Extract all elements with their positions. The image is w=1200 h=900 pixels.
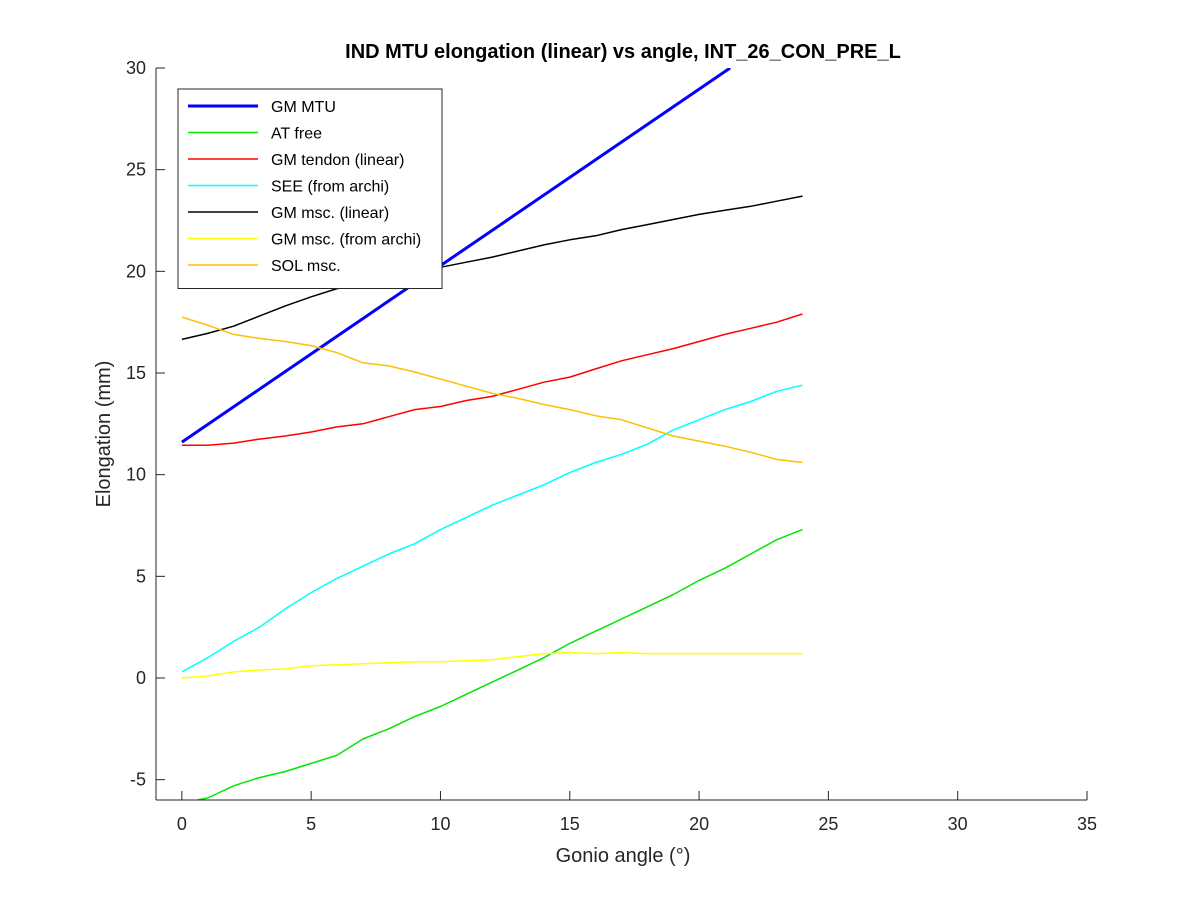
legend-entry-label: GM MTU <box>271 99 336 116</box>
series-line-1 <box>181 68 731 444</box>
y-tick-label: 25 <box>126 160 146 180</box>
x-axis-label: Gonio angle (°) <box>556 845 691 867</box>
series-line-5 <box>181 195 803 341</box>
series-line-2 <box>197 528 803 800</box>
y-tick-label: 10 <box>126 465 146 485</box>
x-tick-label: 25 <box>818 814 838 834</box>
y-tick-label: 0 <box>136 668 146 688</box>
legend: GM MTU AT free GM tendon (linear) SEE (from… <box>177 88 443 289</box>
y-tick-label: -5 <box>130 770 146 790</box>
x-tick-label: 0 <box>177 814 187 834</box>
x-tick-label: 10 <box>430 814 450 834</box>
series-line-6 <box>181 651 803 679</box>
x-tick-label: 15 <box>560 814 580 834</box>
ticks-layer: 0 5 10 15 20 25 30 35 -5 0 5 10 15 20 25 30 <box>126 58 1097 834</box>
legend-entry-label: AT free <box>271 126 322 143</box>
chart-title: IND MTU elongation (linear) vs angle, IN… <box>345 41 901 63</box>
x-tick-label: 30 <box>948 814 968 834</box>
y-tick-label: 30 <box>126 58 146 78</box>
plot-area: 0 5 10 15 20 25 30 35 -5 0 5 10 15 20 25 30 <box>126 58 1097 834</box>
series-line-3 <box>181 313 803 446</box>
legend-entry-label: SEE (from archi) <box>271 179 389 196</box>
legend-box <box>177 88 443 289</box>
y-tick-label: 15 <box>126 363 146 383</box>
x-tick-label: 20 <box>689 814 709 834</box>
y-tick-label: 20 <box>126 261 146 281</box>
legend-entry-label: GM msc. (linear) <box>271 205 389 222</box>
legend-entry-label: GM tendon (linear) <box>271 152 404 169</box>
y-tick-label: 5 <box>136 566 146 586</box>
y-axis-label: Elongation (mm) <box>93 361 115 508</box>
legend-entry-label: SOL msc. <box>271 258 341 275</box>
x-tick-label: 35 <box>1077 814 1097 834</box>
legend-entry-label: GM msc. (from archi) <box>271 232 421 249</box>
x-tick-label: 5 <box>306 814 316 834</box>
series-layer <box>181 68 803 800</box>
series-line-7 <box>181 316 803 464</box>
series-line-4 <box>181 384 803 673</box>
